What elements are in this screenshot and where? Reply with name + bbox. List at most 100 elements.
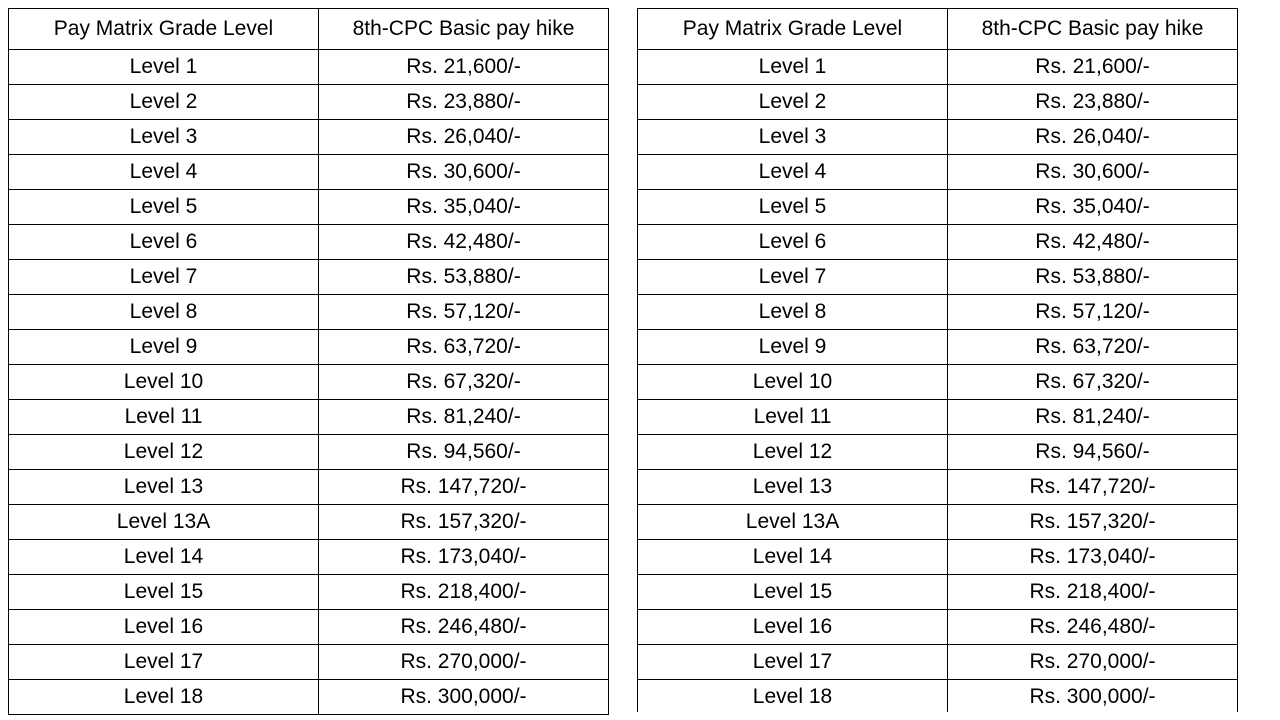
cell-pay: Rs. 35,040/-	[948, 190, 1238, 225]
table-row: Level 5Rs. 35,040/-	[638, 190, 1238, 225]
cell-level: Level 2	[9, 85, 319, 120]
table-row: Level 13Rs. 147,720/-	[638, 470, 1238, 505]
cell-pay: Rs. 23,880/-	[948, 85, 1238, 120]
table-row: Level 10Rs. 67,320/-	[9, 365, 609, 400]
table-row: Level 1Rs. 21,600/-	[638, 50, 1238, 85]
table-row: Level 3Rs. 26,040/-	[638, 120, 1238, 155]
pay-matrix-table-2: Pay Matrix Grade Level 8th-CPC Basic pay…	[637, 8, 1238, 712]
table-row: Level 2Rs. 23,880/-	[9, 85, 609, 120]
table-row: Level 9Rs. 63,720/-	[638, 330, 1238, 365]
cell-level: Level 14	[9, 540, 319, 575]
table-row: Level 9Rs. 63,720/-	[9, 330, 609, 365]
cell-level: Level 15	[9, 575, 319, 610]
cell-pay: Rs. 53,880/-	[948, 260, 1238, 295]
cell-level: Level 8	[638, 295, 948, 330]
cell-pay: Rs. 63,720/-	[948, 330, 1238, 365]
table-header-row: Pay Matrix Grade Level 8th-CPC Basic pay…	[638, 9, 1238, 50]
cell-pay: Rs. 57,120/-	[948, 295, 1238, 330]
cell-level: Level 13	[9, 470, 319, 505]
cell-level: Level 17	[9, 645, 319, 680]
cell-pay: Rs. 173,040/-	[319, 540, 609, 575]
pay-matrix-table-2-wrapper: Pay Matrix Grade Level 8th-CPC Basic pay…	[637, 8, 1238, 712]
cell-pay: Rs. 157,320/-	[319, 505, 609, 540]
cell-level: Level 8	[9, 295, 319, 330]
cell-level: Level 6	[638, 225, 948, 260]
table-row: Level 12Rs. 94,560/-	[638, 435, 1238, 470]
cell-pay: Rs. 147,720/-	[319, 470, 609, 505]
cell-pay: Rs. 26,040/-	[319, 120, 609, 155]
cell-level: Level 9	[638, 330, 948, 365]
cell-pay: Rs. 157,320/-	[948, 505, 1238, 540]
cell-pay: Rs. 42,480/-	[319, 225, 609, 260]
cell-level: Level 16	[9, 610, 319, 645]
cell-pay: Rs. 35,040/-	[319, 190, 609, 225]
cell-pay: Rs. 67,320/-	[948, 365, 1238, 400]
cell-level: Level 18	[9, 680, 319, 715]
cell-level: Level 4	[9, 155, 319, 190]
table-row: Level 7Rs. 53,880/-	[638, 260, 1238, 295]
cell-level: Level 12	[638, 435, 948, 470]
cell-pay: Rs. 270,000/-	[319, 645, 609, 680]
cell-level: Level 5	[638, 190, 948, 225]
table-row: Level 4Rs. 30,600/-	[638, 155, 1238, 190]
table-row: Level 8Rs. 57,120/-	[638, 295, 1238, 330]
cell-level: Level 14	[638, 540, 948, 575]
table-row: Level 17Rs. 270,000/-	[638, 645, 1238, 680]
cell-pay: Rs. 300,000/-	[948, 680, 1238, 713]
cell-pay: Rs. 63,720/-	[319, 330, 609, 365]
cell-pay: Rs. 26,040/-	[948, 120, 1238, 155]
table-row: Level 13Rs. 147,720/-	[9, 470, 609, 505]
table-row: Level 15Rs. 218,400/-	[638, 575, 1238, 610]
table-row: Level 14Rs. 173,040/-	[638, 540, 1238, 575]
cell-pay: Rs. 147,720/-	[948, 470, 1238, 505]
table-body-2: Level 1Rs. 21,600/-Level 2Rs. 23,880/-Le…	[638, 50, 1238, 713]
cell-level: Level 1	[638, 50, 948, 85]
cell-level: Level 15	[638, 575, 948, 610]
cell-pay: Rs. 53,880/-	[319, 260, 609, 295]
cell-level: Level 10	[638, 365, 948, 400]
table-row: Level 18Rs. 300,000/-	[9, 680, 609, 715]
cell-pay: Rs. 300,000/-	[319, 680, 609, 715]
cell-pay: Rs. 246,480/-	[948, 610, 1238, 645]
cell-pay: Rs. 21,600/-	[319, 50, 609, 85]
cell-level: Level 12	[9, 435, 319, 470]
column-header-level: Pay Matrix Grade Level	[638, 9, 948, 50]
cell-pay: Rs. 173,040/-	[948, 540, 1238, 575]
cell-level: Level 2	[638, 85, 948, 120]
cell-pay: Rs. 218,400/-	[948, 575, 1238, 610]
cell-level: Level 3	[9, 120, 319, 155]
table-row: Level 10Rs. 67,320/-	[638, 365, 1238, 400]
cell-level: Level 18	[638, 680, 948, 713]
cell-pay: Rs. 218,400/-	[319, 575, 609, 610]
cell-pay: Rs. 30,600/-	[319, 155, 609, 190]
cell-pay: Rs. 21,600/-	[948, 50, 1238, 85]
table-row: Level 11Rs. 81,240/-	[9, 400, 609, 435]
table-row: Level 7Rs. 53,880/-	[9, 260, 609, 295]
cell-level: Level 10	[9, 365, 319, 400]
table-row: Level 18Rs. 300,000/-	[638, 680, 1238, 713]
cell-pay: Rs. 81,240/-	[319, 400, 609, 435]
cell-pay: Rs. 246,480/-	[319, 610, 609, 645]
cell-pay: Rs. 94,560/-	[948, 435, 1238, 470]
cell-pay: Rs. 67,320/-	[319, 365, 609, 400]
table-row: Level 4Rs. 30,600/-	[9, 155, 609, 190]
table-row: Level 1Rs. 21,600/-	[9, 50, 609, 85]
table-row: Level 8Rs. 57,120/-	[9, 295, 609, 330]
pay-matrix-table-1: Pay Matrix Grade Level 8th-CPC Basic pay…	[8, 8, 609, 715]
cell-level: Level 7	[9, 260, 319, 295]
cell-pay: Rs. 42,480/-	[948, 225, 1238, 260]
table-row: Level 6Rs. 42,480/-	[9, 225, 609, 260]
table-row: Level 6Rs. 42,480/-	[638, 225, 1238, 260]
cell-level: Level 11	[9, 400, 319, 435]
table-row: Level 13ARs. 157,320/-	[638, 505, 1238, 540]
cell-pay: Rs. 81,240/-	[948, 400, 1238, 435]
table-row: Level 16Rs. 246,480/-	[9, 610, 609, 645]
cell-pay: Rs. 23,880/-	[319, 85, 609, 120]
cell-level: Level 17	[638, 645, 948, 680]
cell-level: Level 3	[638, 120, 948, 155]
column-header-pay: 8th-CPC Basic pay hike	[948, 9, 1238, 50]
table-row: Level 2Rs. 23,880/-	[638, 85, 1238, 120]
cell-level: Level 13	[638, 470, 948, 505]
cell-level: Level 6	[9, 225, 319, 260]
cell-level: Level 7	[638, 260, 948, 295]
